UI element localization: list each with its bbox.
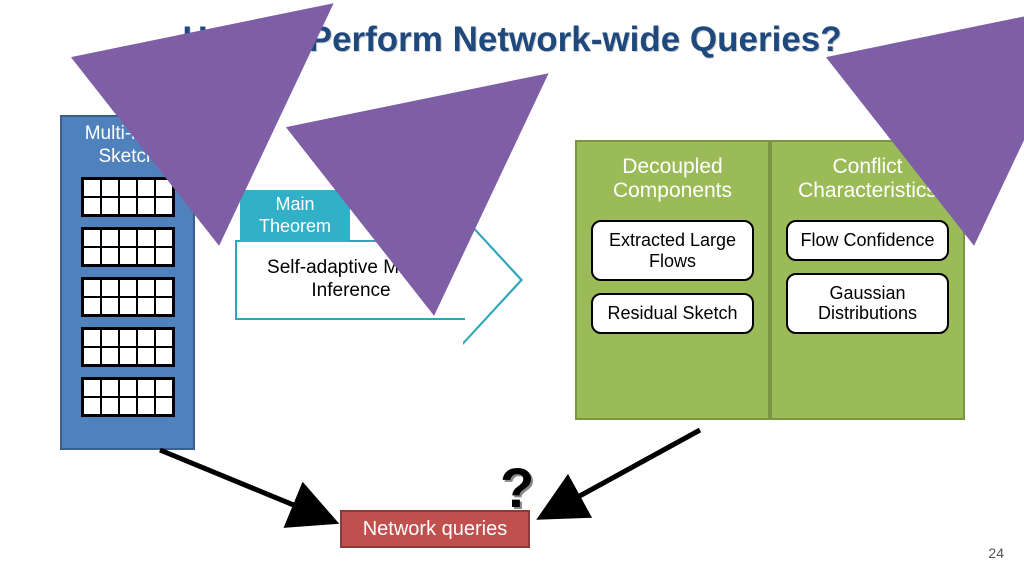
conflict-title: Conflict Characteristics — [782, 150, 953, 208]
page-number: 24 — [988, 545, 1004, 561]
arrow-head — [463, 215, 523, 345]
sketch-grid — [81, 277, 175, 317]
chip-gaussian: Gaussian Distributions — [786, 273, 949, 334]
chip-residual: Residual Sketch — [591, 293, 754, 334]
inference-label: Self-adaptive Model Inference — [235, 240, 465, 320]
decoupled-col: Decoupled Components Extracted Large Flo… — [575, 140, 770, 420]
conflict-col: Conflict Characteristics Flow Confidence… — [770, 140, 965, 420]
sketch-grid-stack — [68, 177, 187, 417]
sketch-grid — [81, 227, 175, 267]
chip-extracted: Extracted Large Flows — [591, 220, 754, 281]
slide-title: How to Perform Network-wide Queries? — [0, 20, 1024, 60]
sketch-grid — [81, 327, 175, 367]
main-theorem-tab: Main Theorem — [240, 190, 350, 242]
sketch-label: Multi-level Sketch — [68, 123, 187, 169]
sketch-grid — [81, 177, 175, 217]
chip-flowconf: Flow Confidence — [786, 220, 949, 261]
network-queries-box: Network queries — [340, 510, 530, 548]
results-panel: Decoupled Components Extracted Large Flo… — [575, 140, 965, 420]
multilevel-sketch-box: Multi-level Sketch — [60, 115, 195, 450]
decoupled-title: Decoupled Components — [587, 150, 758, 208]
sketch-grid — [81, 377, 175, 417]
